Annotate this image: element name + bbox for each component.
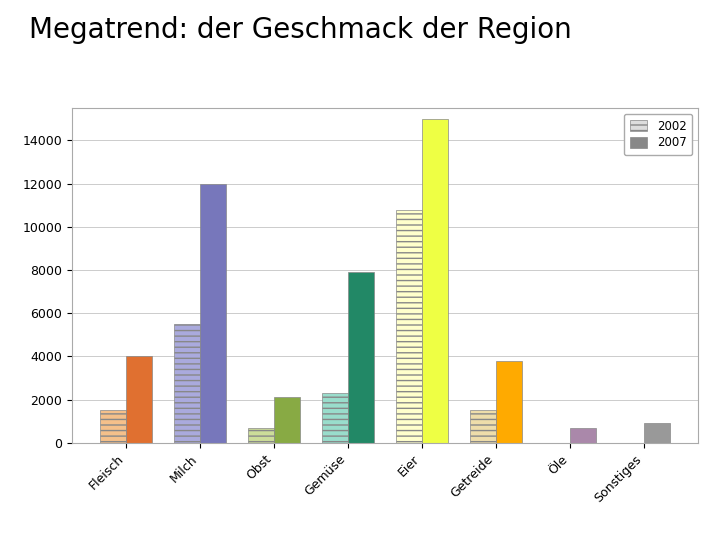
Bar	[644, 423, 670, 443]
Bar	[248, 428, 274, 443]
Bar	[348, 272, 374, 443]
Bar	[126, 356, 152, 443]
Text: Megatrend: der Geschmack der Region: Megatrend: der Geschmack der Region	[29, 16, 572, 44]
Legend: 2002, 2007: 2002, 2007	[624, 114, 693, 156]
Bar	[570, 428, 596, 443]
Bar	[470, 410, 496, 443]
Bar	[101, 410, 126, 443]
Bar	[422, 119, 448, 443]
Bar	[396, 210, 422, 443]
Bar	[274, 397, 300, 443]
Bar	[174, 324, 200, 443]
Bar	[496, 361, 522, 443]
Bar	[323, 393, 348, 443]
Bar	[200, 184, 226, 443]
